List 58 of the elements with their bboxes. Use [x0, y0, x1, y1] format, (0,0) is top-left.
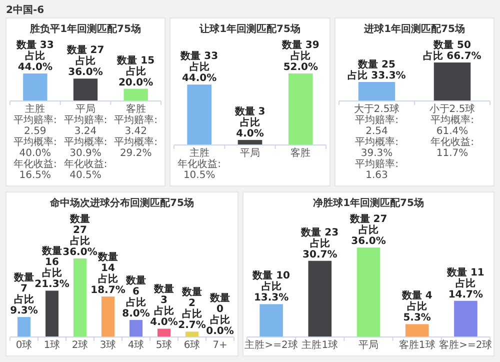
chart-title: 命中场次进球分布回测匹配75场	[49, 197, 194, 209]
x-tick-label: 小于2.5球	[429, 103, 476, 115]
x-tick-label: 主胜>=2球	[244, 339, 298, 351]
text: 平均概率: 30.9%	[64, 136, 108, 159]
data-label: 数量 10 占比 13.3%	[252, 270, 290, 304]
data-label: 数量 4 占比 5.3%	[400, 290, 432, 324]
x-tick-label: 主胜	[189, 147, 210, 159]
text: 年化收益: 16.5%	[13, 158, 57, 181]
x-tick-label: 0球	[16, 339, 32, 351]
data-label: 数量 25 占比 33.3%	[348, 58, 406, 82]
data-label: 数量 50 占比 66.7%	[423, 39, 482, 62]
chart-subtitle: 2中国-6	[6, 4, 44, 16]
text: 平均赔率: 1.63	[355, 158, 398, 181]
text: 平均概率: 61.4%	[430, 114, 474, 137]
data-label: 数量 23 占比 30.7%	[300, 226, 339, 260]
data-label: 数量 33 占比 44.0%	[15, 39, 54, 73]
chart-title: 净胜球1年回测匹配75场	[313, 197, 424, 209]
x-tick-label: 3球	[100, 339, 116, 351]
x-tick-label: 主胜	[25, 103, 46, 115]
data-label: 数量 3 占比 4.0%	[234, 105, 266, 140]
data-label: 数量 0 占比 0.0%	[206, 292, 234, 337]
x-tick-label: 主胜1球	[302, 339, 338, 351]
chart-title: 胜负平1年回测匹配75场	[29, 23, 141, 35]
data-label: 数量 27 占比 36.0%	[62, 213, 98, 258]
text: 平均赔率: 2.59	[13, 114, 57, 137]
text: 平均赔率: 3.42	[114, 114, 158, 137]
data-label: 数量 15 占比 20.0%	[116, 54, 155, 88]
text: 年化收益: 10.5%	[178, 158, 222, 181]
chart-title: 进球1年回测匹配75场	[363, 23, 465, 35]
text: 平均概率: 29.2%	[114, 136, 158, 159]
x-tick-label: 4球	[128, 339, 144, 351]
x-tick-label: 客胜1球	[398, 339, 436, 351]
data-label: 数量 3 占比 4.0%	[150, 283, 178, 328]
data-label: 数量 33 占比 44.0%	[180, 50, 218, 84]
x-tick-label: 5球	[156, 339, 172, 351]
x-tick-label: 平局	[240, 148, 260, 159]
text: 平均赔率: 2.54	[355, 114, 398, 137]
x-tick-label: 2球	[72, 339, 88, 351]
chart-title: 让球1年回测匹配75场	[198, 23, 300, 35]
data-label: 数量 11 占比 14.7%	[446, 266, 484, 300]
text: 平均概率: 40.0%	[13, 136, 57, 159]
x-tick-label: 平局	[358, 340, 378, 351]
data-label: 数量 27 占比 36.0%	[66, 44, 104, 78]
x-tick-label: 客胜	[126, 103, 146, 115]
data-label: 数量 27 占比 36.0%	[348, 213, 388, 247]
x-tick-label: 7+	[212, 340, 228, 351]
x-tick-label: 大于2.5球	[354, 103, 400, 115]
x-tick-label: 1球	[44, 339, 60, 351]
text: 平均赔率: 3.24	[64, 114, 108, 137]
text: 年化收益: 11.7%	[430, 136, 474, 159]
data-label: 数量 2 占比 2.7%	[178, 286, 206, 332]
text: 平均概率: 39.3%	[355, 136, 398, 159]
text: 年化收益: 40.5%	[64, 158, 108, 181]
x-tick-label: 客胜	[290, 147, 311, 159]
x-tick-label: 6球	[184, 339, 200, 351]
x-tick-label: 客胜>=2球	[439, 339, 492, 351]
x-tick-label: 平局	[76, 104, 96, 115]
data-label: 数量 39 占比 52.0%	[280, 39, 320, 73]
